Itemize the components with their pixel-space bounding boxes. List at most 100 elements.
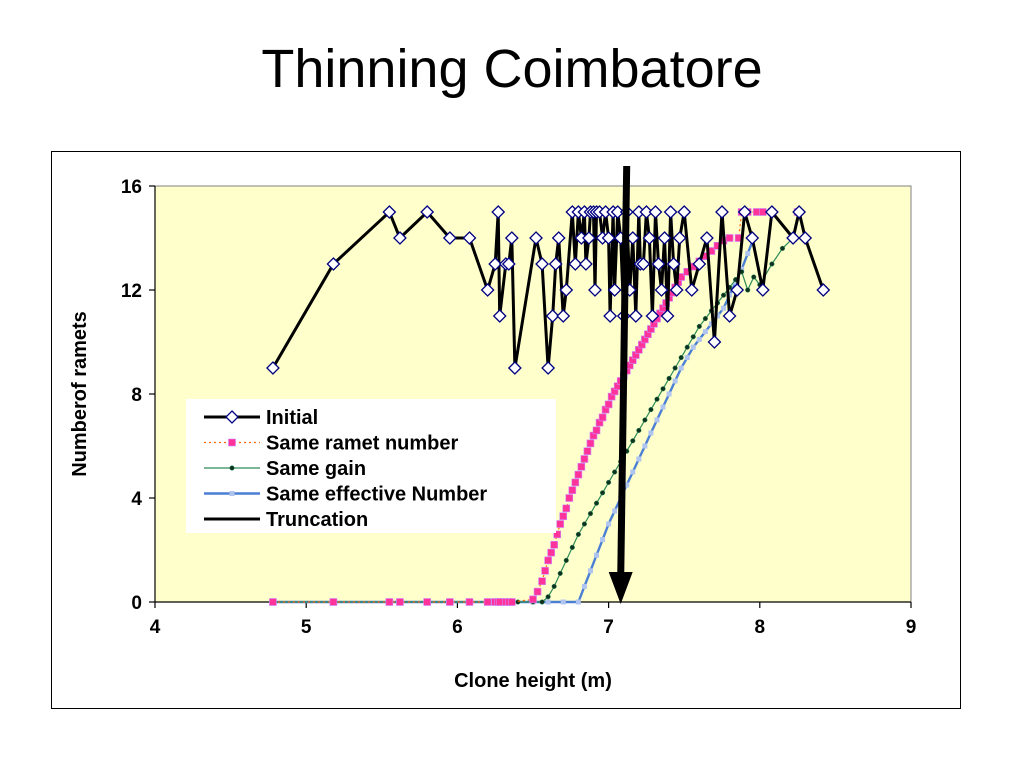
data-point — [548, 257, 563, 271]
data-point — [538, 577, 546, 586]
data-point — [739, 266, 745, 272]
data-point — [816, 283, 831, 297]
data-point — [722, 309, 737, 323]
data-point — [326, 257, 341, 271]
data-point — [423, 598, 431, 606]
data-point — [393, 231, 407, 245]
data-point — [677, 205, 692, 219]
data-point — [648, 205, 663, 219]
data-point — [541, 361, 556, 375]
y-tick-label: 16 — [121, 177, 142, 198]
data-point — [529, 595, 537, 604]
legend-item-truncation: Truncation — [204, 509, 368, 531]
data-point — [612, 508, 618, 514]
data-point — [654, 417, 660, 423]
data-point — [533, 587, 542, 596]
data-point — [764, 205, 779, 219]
data-point — [574, 470, 583, 479]
data-point — [491, 205, 506, 219]
data-point — [535, 257, 549, 271]
data-point — [606, 479, 612, 485]
data-point — [583, 447, 592, 456]
data-point — [569, 544, 575, 550]
legend-box — [186, 399, 556, 533]
data-point — [606, 521, 612, 527]
data-point — [745, 287, 751, 293]
data-point — [672, 378, 678, 384]
data-point — [612, 469, 618, 475]
data-point — [592, 426, 601, 435]
data-point — [560, 599, 566, 605]
data-point — [545, 594, 551, 600]
data-point — [672, 231, 687, 245]
data-point — [550, 540, 558, 549]
data-point — [229, 465, 235, 471]
data-point — [508, 598, 516, 606]
data-point — [630, 438, 636, 444]
truncation-arrowhead — [608, 572, 633, 604]
x-tick-label: 5 — [301, 617, 312, 638]
data-point — [604, 400, 613, 409]
data-point — [598, 413, 607, 422]
data-point — [562, 504, 571, 513]
data-point — [696, 336, 702, 342]
data-point — [654, 396, 660, 402]
data-point — [556, 309, 571, 323]
data-point — [642, 443, 648, 449]
data-point — [442, 231, 457, 245]
data-point — [678, 365, 684, 371]
data-point — [446, 598, 454, 606]
y-tick-label: 4 — [131, 489, 142, 510]
data-point — [696, 323, 702, 329]
data-point — [544, 556, 552, 565]
data-point — [660, 404, 666, 410]
data-point — [639, 205, 654, 219]
data-point — [648, 430, 654, 436]
data-point — [556, 520, 565, 528]
data-point — [580, 455, 589, 463]
data-point — [702, 329, 708, 335]
data-point — [385, 598, 394, 606]
data-point — [636, 257, 651, 271]
x-axis-label: Clone height (m) — [454, 670, 612, 692]
data-point — [792, 205, 807, 219]
data-point — [684, 344, 690, 350]
truncation-arrow — [608, 165, 633, 604]
data-point — [559, 283, 574, 297]
legend-label: Same gain — [266, 458, 366, 480]
data-point — [690, 334, 696, 340]
data-point — [547, 548, 555, 557]
data-point — [588, 283, 602, 297]
legend-item-same-ramet-number: Same ramet number — [204, 433, 459, 455]
y-tick-label: 8 — [131, 385, 142, 406]
data-point — [501, 257, 516, 271]
data-point — [714, 313, 720, 319]
data-point — [603, 309, 618, 323]
data-point — [492, 309, 507, 323]
data-point — [266, 361, 280, 375]
data-point — [720, 292, 727, 298]
x-tick-label: 6 — [452, 617, 463, 638]
data-point — [568, 257, 583, 271]
data-point — [228, 438, 236, 447]
data-point — [420, 205, 435, 219]
data-point — [666, 375, 672, 381]
data-point — [483, 598, 492, 606]
y-axis-label: Numberof ramets — [69, 311, 91, 477]
data-point — [545, 309, 560, 323]
data-point — [539, 599, 545, 605]
data-point — [745, 251, 751, 257]
data-point — [600, 490, 606, 496]
data-point — [684, 355, 690, 361]
y-tick-label: 0 — [131, 593, 142, 614]
data-point — [642, 417, 648, 423]
data-point — [624, 482, 630, 488]
data-point — [557, 570, 563, 576]
data-point — [577, 462, 586, 471]
data-point — [779, 245, 786, 251]
data-point — [551, 231, 566, 245]
data-point — [601, 231, 616, 245]
truncation-line — [617, 165, 631, 579]
data-point — [678, 355, 684, 361]
data-point — [462, 231, 477, 245]
